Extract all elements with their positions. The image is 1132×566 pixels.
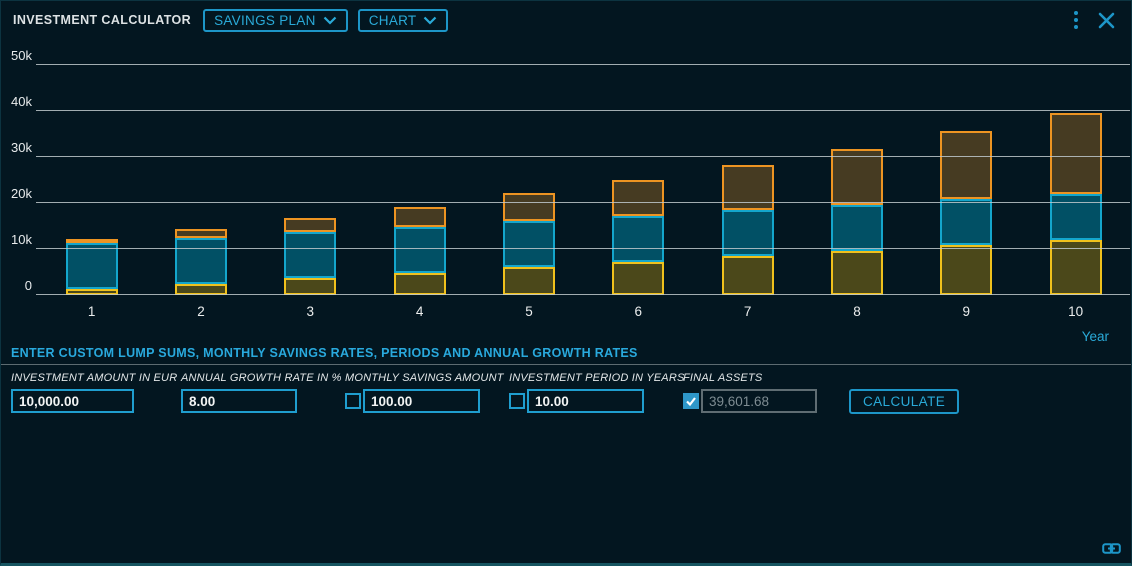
x-tick-2: 2 (197, 304, 205, 319)
final-assets-label: FINAL ASSETS (683, 372, 763, 384)
investment-period-label: INVESTMENT PERIOD IN YEARS (509, 372, 685, 384)
bar-year-1 (65, 239, 118, 295)
accumulated-interest-segment (65, 239, 118, 243)
x-tick-6: 6 (634, 304, 643, 319)
initial-capital-segment (612, 216, 665, 262)
savings-deposits-segment (830, 251, 883, 295)
x-tick-10: 10 (1068, 304, 1084, 319)
accumulated-interest-segment (940, 131, 993, 199)
savings-deposits-segment (393, 273, 446, 295)
accumulated-interest-segment (502, 193, 555, 221)
initial-capital-segment (502, 221, 555, 267)
initial-capital-segment (721, 210, 774, 256)
investment-period-checkbox[interactable] (509, 393, 525, 409)
monthly-savings-checkbox[interactable] (345, 393, 361, 409)
form-section-heading: ENTER CUSTOM LUMP SUMS, MONTHLY SAVINGS … (11, 346, 638, 360)
gridline-10k (36, 248, 1130, 249)
initial-capital-segment (284, 232, 337, 278)
accumulated-interest-segment (284, 218, 337, 232)
savings-deposits-segment (940, 245, 993, 295)
y-tick-10k: 10k (11, 232, 32, 247)
savings-deposits-segment (612, 262, 665, 295)
initial-capital-segment (830, 205, 883, 251)
accumulated-interest-segment (721, 165, 774, 210)
window-title: INVESTMENT CALCULATOR (13, 13, 192, 27)
y-tick-50k: 50k (11, 48, 32, 63)
y-tick-0: 0 (24, 278, 32, 293)
section-divider (1, 364, 1131, 365)
bar-year-10 (1049, 113, 1102, 295)
savings-plan-dropdown-label: SAVINGS PLAN (214, 12, 316, 28)
bar-year-7 (721, 165, 774, 295)
x-tick-7: 7 (743, 304, 752, 319)
savings-deposits-segment (284, 278, 337, 295)
link-icon[interactable] (1102, 542, 1121, 555)
investment-period-input[interactable] (527, 389, 644, 413)
x-tick-4: 4 (415, 304, 424, 319)
growth-rate-label: ANNUAL GROWTH RATE IN % (181, 372, 342, 384)
y-tick-30k: 30k (11, 140, 32, 155)
chart-dropdown[interactable]: CHART (357, 8, 449, 32)
monthly-savings-input[interactable] (363, 389, 480, 413)
savings-deposits-segment (1049, 240, 1102, 295)
x-tick-3: 3 (306, 304, 315, 319)
x-tick-9: 9 (962, 304, 971, 319)
initial-capital-segment (940, 199, 993, 245)
gridline-40k (36, 110, 1130, 111)
bar-year-6 (612, 180, 665, 295)
kebab-menu-icon[interactable] (1068, 7, 1084, 33)
bar-year-4 (393, 207, 446, 295)
gridline-20k (36, 202, 1130, 203)
y-tick-40k: 40k (11, 94, 32, 109)
initial-capital-segment (393, 227, 446, 273)
investment-amount-label: INVESTMENT AMOUNT IN EUR (11, 372, 178, 384)
final-assets-checkbox[interactable] (683, 393, 699, 409)
x-tick-5: 5 (525, 304, 533, 319)
savings-deposits-segment (502, 267, 555, 295)
y-tick-20k: 20k (11, 186, 32, 201)
gridline-50k (36, 64, 1130, 65)
x-axis-title: Year (1081, 329, 1109, 344)
accumulated-interest-segment (393, 207, 446, 227)
accumulated-interest-segment (174, 229, 227, 238)
monthly-savings-label: MONTHLY SAVINGS AMOUNT (345, 372, 504, 384)
savings-deposits-segment (721, 256, 774, 295)
investment-amount-input[interactable] (11, 389, 134, 413)
final-assets-input[interactable] (701, 389, 817, 413)
chart-dropdown-label: CHART (368, 12, 417, 28)
bar-year-8 (830, 149, 883, 295)
x-tick-1: 1 (87, 304, 96, 319)
bar-year-3 (284, 218, 337, 295)
chevron-down-icon (423, 16, 437, 25)
header-bar: INVESTMENT CALCULATOR SAVINGS PLAN CHART (1, 1, 1131, 39)
initial-capital-segment (1049, 194, 1102, 240)
bar-year-2 (174, 229, 227, 295)
gridline-30k (36, 156, 1130, 157)
accumulated-interest-segment (1049, 113, 1102, 194)
bar-year-5 (502, 193, 555, 295)
close-icon[interactable] (1094, 10, 1119, 31)
savings-plan-dropdown[interactable]: SAVINGS PLAN (203, 8, 348, 32)
chart: 0 10k 20k 30k 40k 50k 1 2 3 4 5 6 7 8 9 10 (1, 1, 1131, 351)
gridline-0 (36, 294, 1130, 295)
initial-capital-segment (174, 238, 227, 284)
initial-capital-segment (65, 243, 118, 289)
calculate-button[interactable]: CALCULATE (849, 389, 960, 414)
bar-year-9 (940, 131, 993, 295)
accumulated-interest-segment (830, 149, 883, 205)
chevron-down-icon (323, 16, 337, 25)
growth-rate-input[interactable] (181, 389, 297, 413)
accumulated-interest-segment (612, 180, 665, 216)
x-tick-8: 8 (853, 304, 861, 319)
